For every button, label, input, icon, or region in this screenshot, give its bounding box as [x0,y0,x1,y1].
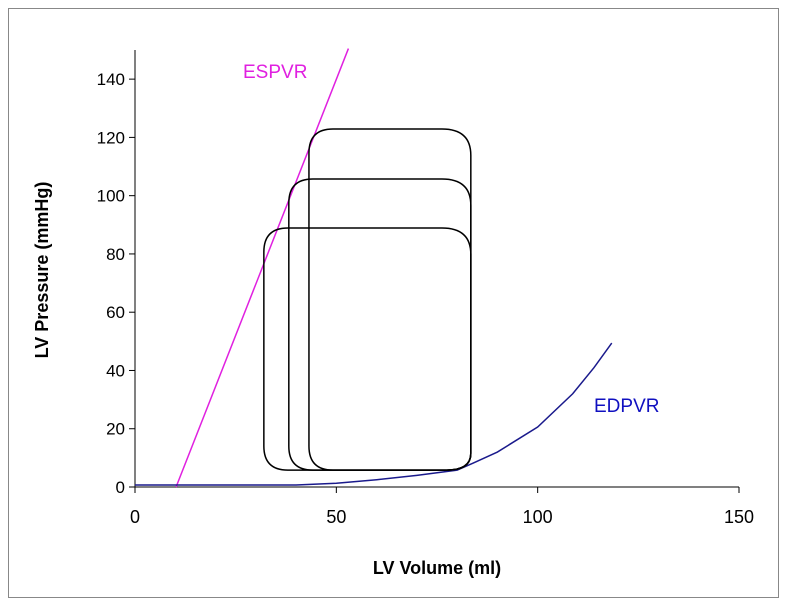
y-tick-label: 60 [106,303,125,322]
y-tick-label: 80 [106,245,125,264]
x-tick-label: 50 [326,507,346,527]
pv-loop [288,178,472,471]
x-tick-label: 150 [724,507,754,527]
x-axis-label: LV Volume (ml) [373,558,501,578]
pv-loop [308,128,472,471]
y-tick-label: 20 [106,420,125,439]
y-tick-label: 100 [97,187,125,206]
y-tick-label: 40 [106,361,125,380]
espvr-line [175,48,350,488]
y-tick-label: 120 [97,128,125,147]
edpvr-line [135,342,613,486]
y-axis-label: LV Pressure (mmHg) [32,182,52,359]
pv-loop [263,227,472,471]
chart-frame [8,8,779,598]
espvr-label: ESPVR [243,62,307,83]
y-tick-label: 0 [116,478,125,497]
y-tick-label: 140 [97,70,125,89]
edpvr-label: EDPVR [594,396,659,417]
x-tick-label: 100 [523,507,553,527]
x-tick-label: 0 [130,507,140,527]
